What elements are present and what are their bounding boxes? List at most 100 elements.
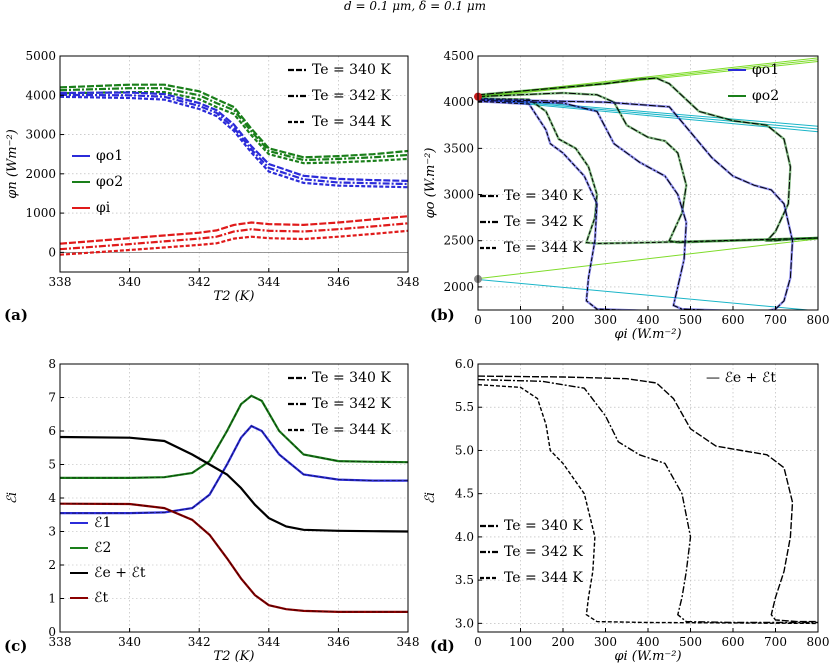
x-tick-label: 100: [509, 313, 532, 327]
panel-label: (d): [430, 637, 455, 655]
x-tick-label: 346: [327, 635, 350, 649]
y-tick-label: 4: [48, 491, 56, 505]
legend-style-label: Te = 340 K: [312, 62, 391, 78]
y-tick-label: 4000: [25, 88, 56, 102]
y-axis-label: ℰi: [5, 492, 20, 504]
series-line-overlay: [60, 436, 408, 532]
x-tick-label: 340: [118, 635, 141, 649]
x-tick-label: 338: [49, 635, 72, 649]
y-tick-label: 5000: [25, 49, 56, 63]
legend-style-label: Te = 344 K: [312, 114, 391, 130]
series-line: [478, 98, 794, 310]
legend-style-label: Te = 340 K: [504, 518, 583, 534]
series-line-overlay: [60, 503, 408, 613]
y-axis-label: φo (W.m⁻²): [423, 148, 438, 219]
legend-style-label: Te = 342 K: [504, 214, 583, 230]
series-line: [60, 83, 408, 159]
series-line: [60, 222, 408, 251]
y-tick-label: 3000: [443, 188, 474, 202]
y-tick-label: 1000: [25, 206, 56, 220]
figure-title: d = 0.1 μm, δ = 0.1 μm: [343, 0, 487, 13]
series-group: [60, 394, 408, 614]
series-line-halo: [478, 98, 794, 310]
y-tick-label: 5: [48, 458, 56, 472]
series-line: [478, 77, 818, 242]
plot-frame: [59, 55, 409, 273]
x-tick-label: 338: [49, 275, 72, 289]
series-line: [478, 378, 818, 624]
legend-series-label: ℰt: [94, 590, 108, 606]
legend-style-label: Te = 342 K: [312, 88, 391, 104]
x-tick-label: 500: [679, 313, 702, 327]
series-line: [478, 100, 637, 310]
x-axis-label: T2 (K): [214, 289, 255, 304]
chart-panel-2: 338 340 342 344 346 348 0 1 2 3 4 5 6 7 8 T2 (K) ℰi (c) Te…: [4, 357, 419, 663]
legend-style-label: Te = 344 K: [504, 570, 583, 586]
y-tick-label: 5.0: [455, 443, 474, 457]
series-line: [60, 87, 408, 162]
y-tick-label: 3.5: [455, 573, 474, 587]
y-tick-label: 2000: [443, 280, 474, 294]
legend-series-label: ℰ1: [94, 515, 111, 531]
x-tick-label: 344: [257, 275, 280, 289]
x-tick-label: 700: [764, 635, 787, 649]
legend-series-label: φo2: [96, 174, 123, 190]
x-tick-label: 300: [594, 313, 617, 327]
x-tick-label: 342: [188, 635, 211, 649]
chart-panel-3: 0 100 200 300 400 500 600 700 800 3.0 3.5 4.0 4.5 5.0…: [423, 357, 829, 663]
legend-style-label: Te = 344 K: [504, 240, 583, 256]
legend-series-label: φo2: [752, 88, 779, 104]
x-tick-label: 800: [807, 313, 830, 327]
y-tick-label: 3500: [443, 141, 474, 155]
legend-series-label: ℰe + ℰt: [94, 565, 146, 581]
chart-panel-1: 0 100 200 300 400 500 600 700 800 2000 2500 3000 350…: [423, 49, 829, 342]
series-line-halo: [478, 97, 818, 245]
y-tick-label: 2500: [443, 234, 474, 248]
legend-series-label: φi: [96, 200, 111, 216]
legend-style-label: Te = 342 K: [312, 396, 391, 412]
y-tick-label: 5.5: [455, 400, 474, 414]
y-tick-label: 8: [48, 357, 56, 371]
y-tick-label: 3000: [25, 128, 56, 142]
series-line: [60, 90, 408, 165]
legend-series-label: φo1: [752, 62, 779, 78]
y-tick-label: 0: [48, 245, 56, 259]
x-tick-label: 100: [509, 635, 532, 649]
x-tick-label: 346: [327, 275, 350, 289]
y-axis-label: ℰi: [423, 492, 438, 504]
series-line: [60, 93, 408, 186]
series-line: [60, 215, 408, 245]
x-tick-label: 348: [397, 635, 420, 649]
series-line: [60, 95, 408, 189]
series-line-overlay: [60, 425, 408, 514]
x-axis-label: φi (W.m⁻²): [614, 327, 681, 342]
y-tick-label: 4000: [443, 95, 474, 109]
panel-label: (b): [430, 306, 455, 324]
y-tick-label: 0: [48, 625, 56, 639]
x-tick-label: 300: [594, 635, 617, 649]
series-line: [478, 375, 818, 623]
y-tick-label: 1: [48, 592, 56, 606]
x-tick-label: 200: [552, 635, 575, 649]
x-tick-label: 342: [188, 275, 211, 289]
series-line: [60, 502, 408, 614]
y-tick-label: 7: [48, 391, 56, 405]
series-line: [60, 424, 408, 515]
y-axis-label: φn (Wm⁻²): [5, 129, 20, 199]
y-tick-label: 4.0: [455, 530, 474, 544]
legend-style-label: Te = 342 K: [504, 544, 583, 560]
series-group: [478, 375, 818, 625]
x-tick-label: 344: [257, 635, 280, 649]
legend-series-label: ℰ2: [94, 540, 111, 556]
legend-top-label: — ℰe + ℰt: [706, 370, 776, 386]
y-tick-label: 2: [48, 558, 56, 572]
x-axis-label: T2 (K): [214, 649, 255, 663]
y-tick-label: 4500: [443, 49, 474, 63]
y-tick-label: 3: [48, 525, 56, 539]
x-axis-label: φi (W.m⁻²): [614, 649, 681, 663]
series-group: [60, 83, 408, 256]
y-tick-label: 6.0: [455, 357, 474, 371]
y-tick-label: 2000: [25, 167, 56, 181]
x-tick-label: 200: [552, 313, 575, 327]
